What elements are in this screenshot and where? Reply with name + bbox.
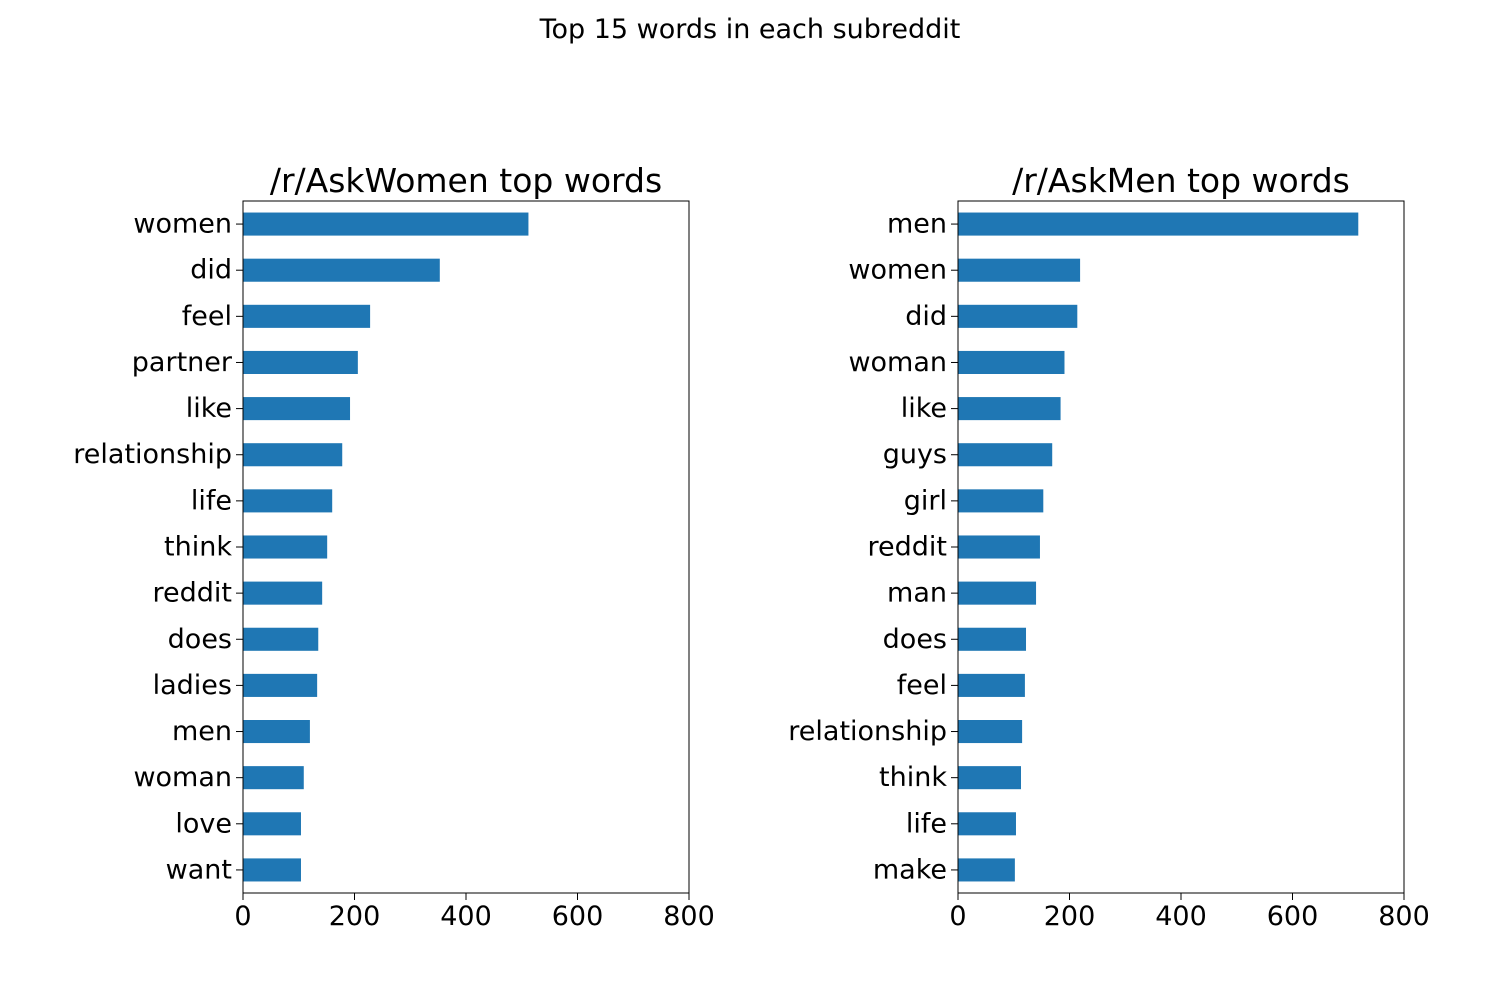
y-tick-label: did bbox=[905, 301, 947, 332]
x-tick-label: 600 bbox=[552, 901, 604, 932]
bar-feel bbox=[958, 673, 1025, 697]
y-tick-label: women bbox=[848, 255, 947, 286]
y-tick-label: reddit bbox=[153, 578, 232, 609]
y-tick-label: partner bbox=[132, 347, 233, 378]
y-tick-label: does bbox=[883, 624, 947, 655]
y-tick-label: woman bbox=[133, 762, 232, 793]
bar-partner bbox=[243, 350, 358, 374]
y-tick-label: ladies bbox=[153, 670, 232, 701]
bar-make bbox=[958, 858, 1015, 882]
x-tick-label: 800 bbox=[1378, 901, 1430, 932]
y-tick-label: relationship bbox=[788, 716, 947, 747]
y-tick-label: does bbox=[168, 624, 232, 655]
bar-girl bbox=[958, 489, 1044, 513]
y-tick-label: did bbox=[190, 255, 232, 286]
y-tick-label: think bbox=[164, 532, 232, 563]
y-tick-label: love bbox=[175, 808, 232, 839]
bar-did bbox=[243, 258, 440, 282]
y-tick-label: think bbox=[879, 762, 947, 793]
y-tick-label: men bbox=[887, 209, 947, 240]
y-tick-label: feel bbox=[897, 670, 947, 701]
bar-does bbox=[243, 627, 319, 651]
bar-relationship bbox=[958, 720, 1023, 744]
figure-suptitle: Top 15 words in each subreddit bbox=[539, 14, 961, 45]
y-tick-label: want bbox=[166, 854, 232, 885]
y-tick-label: like bbox=[901, 393, 947, 424]
x-tick-label: 800 bbox=[663, 901, 715, 932]
bar-woman bbox=[243, 766, 304, 790]
bar-women bbox=[243, 212, 529, 236]
y-tick-label: life bbox=[191, 485, 232, 516]
x-tick-label: 600 bbox=[1267, 901, 1319, 932]
bar-ladies bbox=[243, 673, 318, 697]
bar-life bbox=[958, 812, 1016, 836]
bar-feel bbox=[243, 304, 371, 328]
bar-love bbox=[243, 812, 301, 836]
bar-guys bbox=[958, 443, 1053, 467]
bar-men bbox=[958, 212, 1359, 236]
chart-1: women did feel partner like relationship life t… bbox=[73, 161, 714, 932]
chart-2: men women did woman like guys girl reddit man doe… bbox=[788, 161, 1429, 932]
y-tick-label: relationship bbox=[73, 439, 232, 470]
bar-think bbox=[958, 766, 1021, 790]
y-tick-label: women bbox=[133, 209, 232, 240]
y-tick-label: make bbox=[873, 854, 947, 885]
x-tick-label: 400 bbox=[1155, 901, 1207, 932]
bar-women bbox=[958, 258, 1081, 282]
bar-man bbox=[958, 581, 1037, 605]
y-tick-label: woman bbox=[848, 347, 947, 378]
bar-does bbox=[958, 627, 1027, 651]
y-tick-label: life bbox=[906, 808, 947, 839]
bar-men bbox=[243, 720, 310, 744]
y-tick-label: like bbox=[186, 393, 232, 424]
chart-title: /r/AskMen top words bbox=[1012, 161, 1350, 200]
bar-did bbox=[958, 304, 1078, 328]
x-tick-label: 200 bbox=[329, 901, 381, 932]
bar-like bbox=[243, 397, 351, 421]
bar-relationship bbox=[243, 443, 343, 467]
bar-reddit bbox=[958, 535, 1040, 559]
y-tick-label: reddit bbox=[868, 532, 947, 563]
y-tick-label: men bbox=[172, 716, 232, 747]
x-tick-label: 400 bbox=[440, 901, 492, 932]
x-tick-label: 0 bbox=[949, 901, 966, 932]
bar-life bbox=[243, 489, 333, 513]
y-tick-label: girl bbox=[904, 485, 947, 516]
y-tick-label: man bbox=[887, 578, 947, 609]
bar-think bbox=[243, 535, 328, 559]
bar-reddit bbox=[243, 581, 323, 605]
y-tick-label: feel bbox=[182, 301, 232, 332]
x-tick-label: 0 bbox=[234, 901, 251, 932]
bar-like bbox=[958, 397, 1061, 421]
bar-want bbox=[243, 858, 301, 882]
chart-title: /r/AskWomen top words bbox=[270, 161, 662, 200]
x-tick-label: 200 bbox=[1044, 901, 1096, 932]
bar-woman bbox=[958, 350, 1065, 374]
y-tick-label: guys bbox=[883, 439, 947, 470]
